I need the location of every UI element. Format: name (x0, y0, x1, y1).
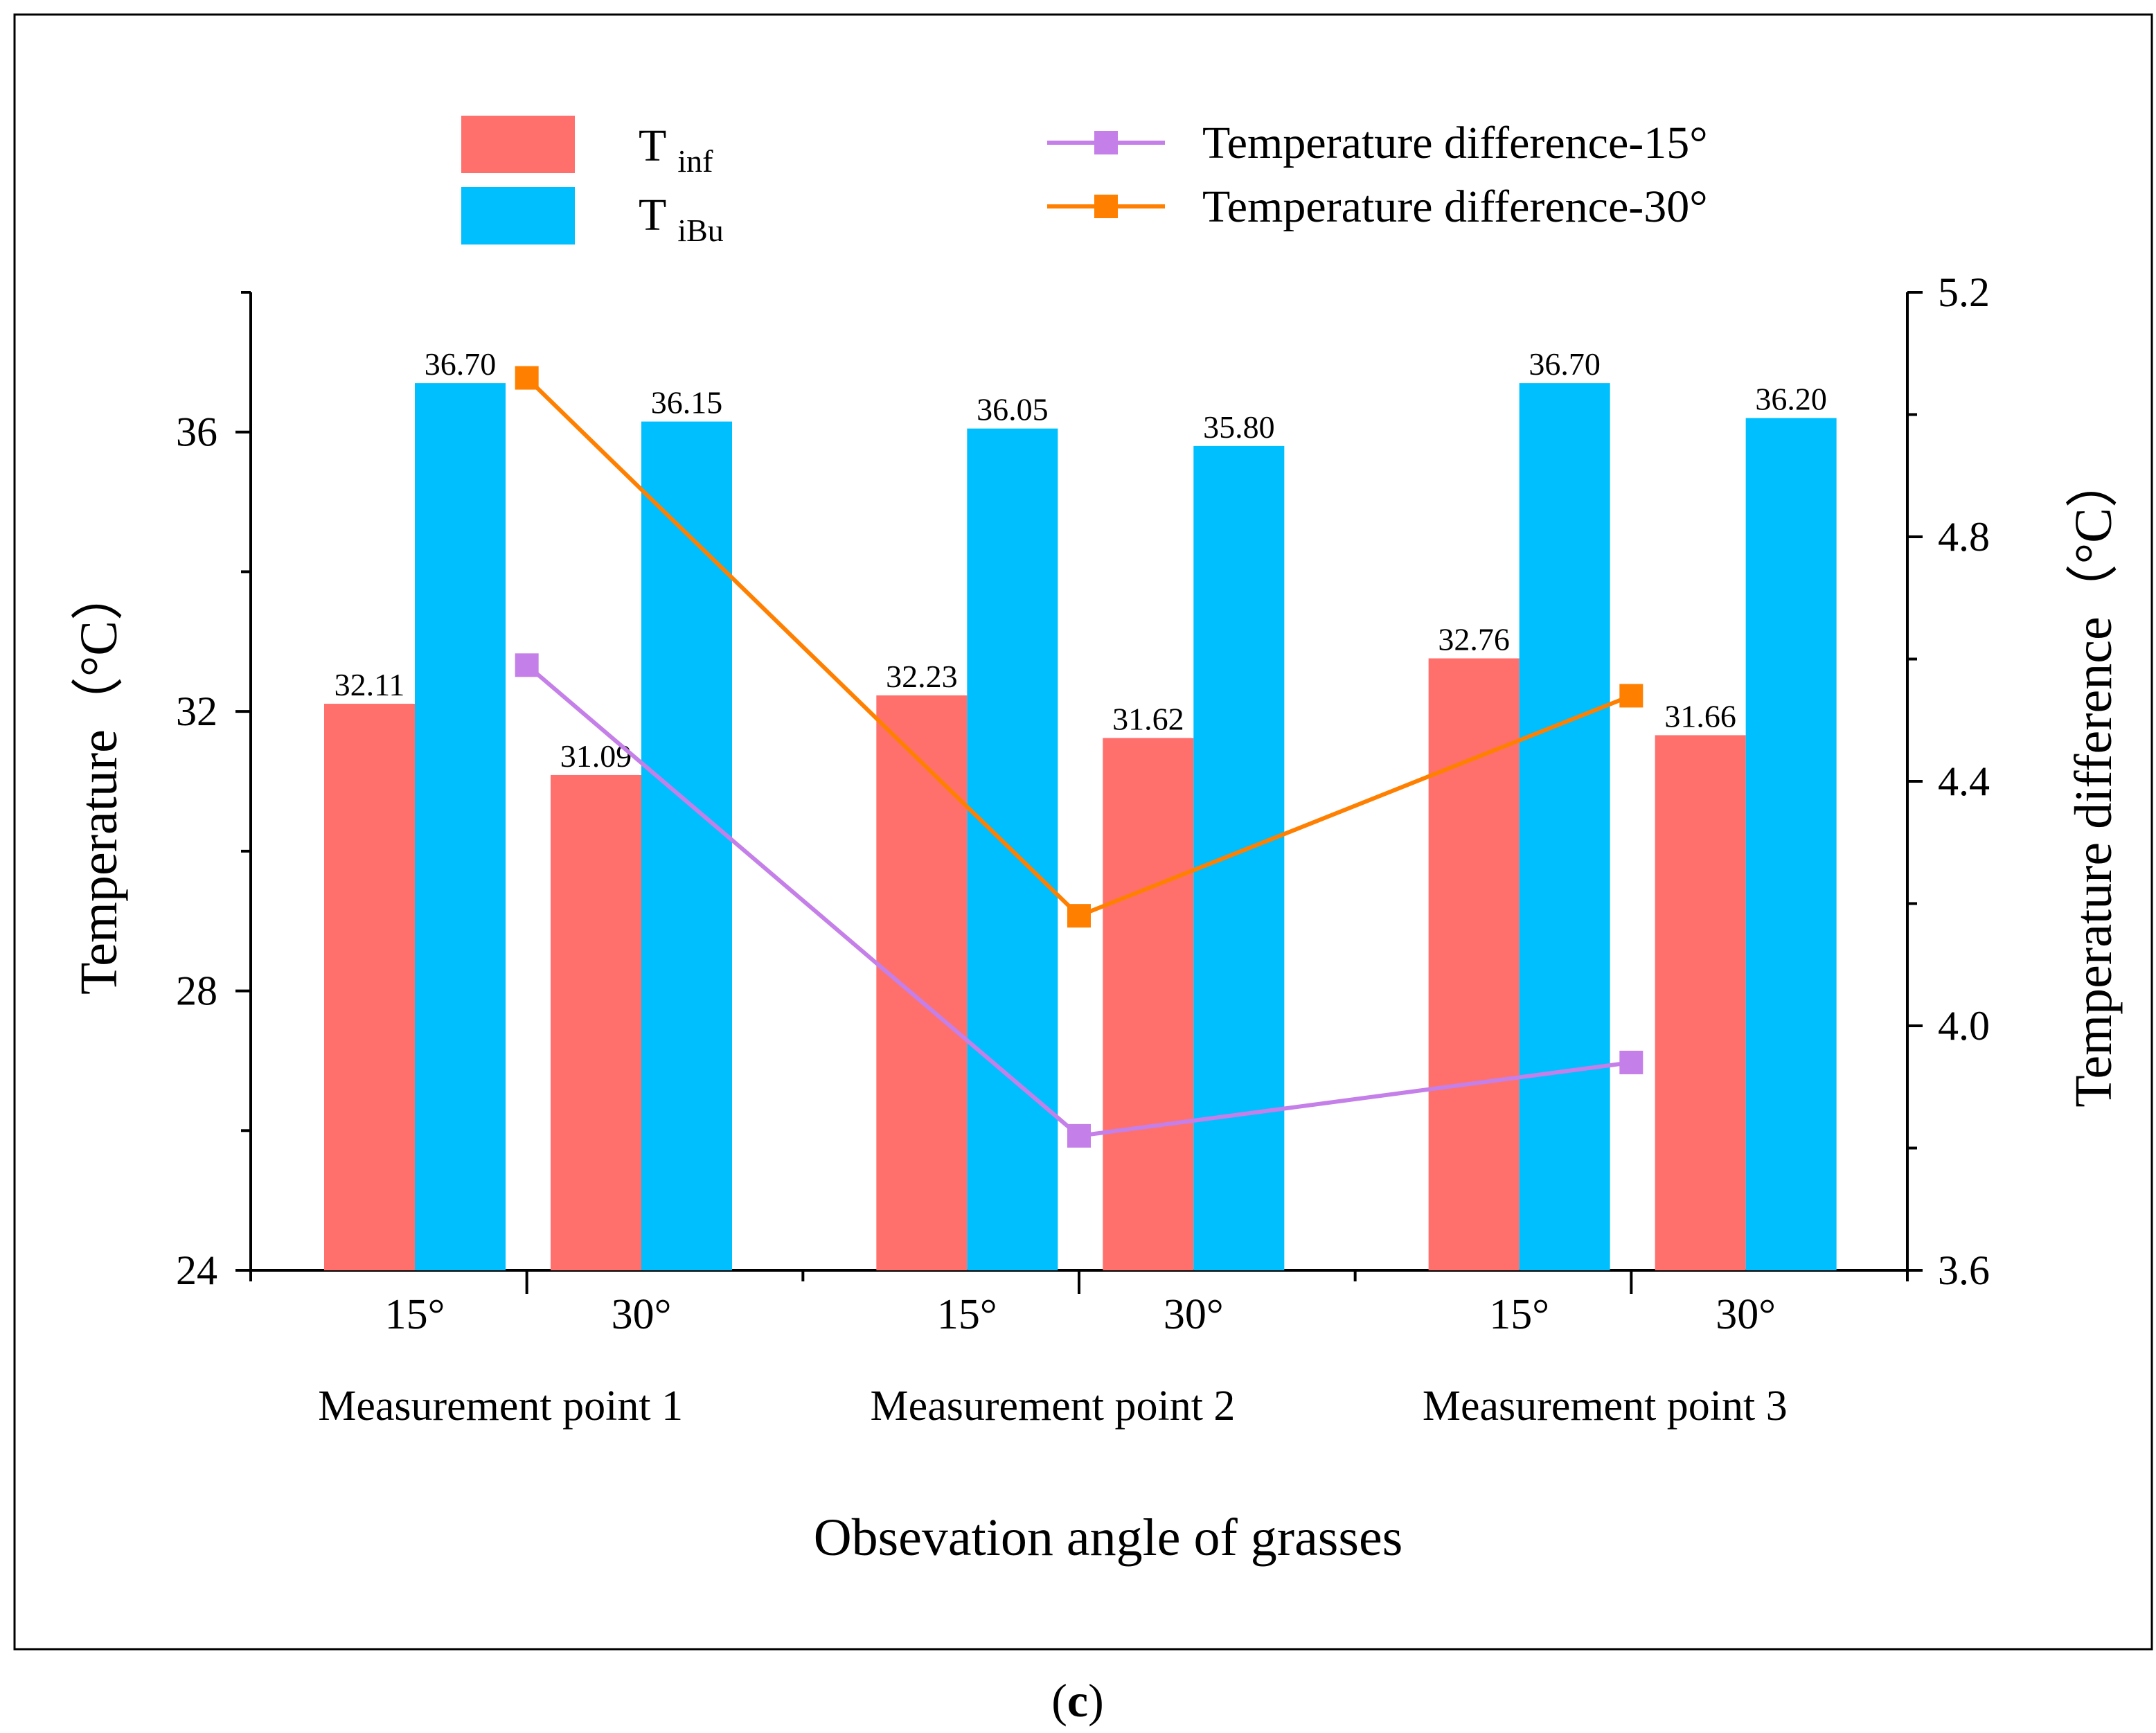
bar-value-label: 36.15 (651, 385, 723, 420)
legend-marker-diff-30 (1094, 195, 1118, 218)
bar-t-inf-point3-15 (1428, 658, 1520, 1270)
bar-t-ibu-point1-30 (641, 421, 732, 1270)
x-angle-label: 30° (1164, 1291, 1224, 1338)
bar-t-inf-point2-15 (876, 695, 968, 1270)
y2-tick-label: 3.6 (1938, 1247, 1990, 1293)
bar-value-label: 36.70 (425, 346, 497, 382)
bar-value-label: 35.80 (1203, 409, 1275, 445)
y2-tick-label: 4.4 (1938, 758, 1990, 804)
x-ticks: 15° 30° Measurement point 1 15° 30° Measureme… (249, 1270, 1909, 1430)
bar-value-label: 32.23 (886, 659, 958, 694)
x-angle-label: 30° (612, 1291, 672, 1338)
line-point-diff-15-point1 (515, 653, 539, 677)
bar-t-ibu-point2-30 (1193, 445, 1285, 1270)
y-tick-label: 24 (176, 1247, 217, 1293)
x-group-label: Measurement point 1 (318, 1383, 683, 1430)
x-axis-title: Obsevation angle of grasses (814, 1509, 1403, 1567)
y2-axis-title: Temperature difference（°C） (2065, 455, 2123, 1108)
y-tick-label: 28 (176, 968, 217, 1014)
x-group-label: Measurement point 2 (871, 1383, 1236, 1430)
x-angle-label: 15° (385, 1291, 445, 1338)
line-point-diff-15-point2 (1067, 1123, 1091, 1148)
line-point-diff-30-point3 (1619, 684, 1643, 708)
bar-t-ibu-point1-15 (415, 383, 506, 1270)
bar-t-inf-point1-15 (324, 704, 415, 1270)
bar-value-label: 36.05 (977, 392, 1049, 427)
bar-t-inf-point1-30 (551, 774, 641, 1270)
bar-t-ibu-point3-15 (1519, 383, 1610, 1270)
x-angle-label: 30° (1716, 1291, 1776, 1338)
bar-value-label: 31.62 (1112, 701, 1184, 736)
y2-tick-label: 4.0 (1938, 1003, 1990, 1049)
bar-value-label: 36.70 (1529, 346, 1601, 382)
bar-t-inf-point2-30 (1103, 738, 1194, 1270)
legend-marker-diff-15 (1094, 131, 1118, 154)
y-axis-title: Temperature（°C） (70, 568, 128, 995)
x-angle-label: 15° (1489, 1291, 1549, 1338)
legend-swatch-t-ibu (461, 187, 575, 245)
line-point-diff-15-point3 (1619, 1050, 1643, 1074)
bar-t-ibu-point3-30 (1745, 418, 1837, 1270)
bar-value-label: 32.76 (1438, 621, 1510, 657)
right-y-ticks: 3.6 4.0 4.4 4.8 5.2 (1907, 269, 1990, 1293)
left-y-ticks: 24 28 32 36 (176, 291, 251, 1293)
y-tick-label: 32 (176, 688, 217, 734)
legend-swatch-t-inf (461, 116, 575, 173)
legend-label-diff-30: Temperature difference-30° (1202, 181, 1708, 232)
bar-value-labels: 32.1136.7031.0936.1532.2336.0531.6235.80… (335, 346, 1827, 774)
y-tick-label: 36 (176, 409, 217, 455)
y2-tick-label: 4.8 (1938, 514, 1990, 560)
bar-value-label: 36.20 (1755, 382, 1827, 417)
bar-t-inf-point3-30 (1655, 735, 1746, 1270)
legend-label-diff-15: Temperature difference-15° (1202, 118, 1708, 168)
figure-caption: (c) (1051, 1674, 1104, 1727)
x-group-label: Measurement point 3 (1423, 1383, 1788, 1430)
bar-value-label: 31.66 (1664, 698, 1736, 734)
y2-tick-label: 5.2 (1938, 269, 1990, 315)
line-point-diff-30-point1 (515, 366, 539, 390)
chart-frame (13, 13, 2153, 1651)
bars (324, 383, 1837, 1271)
difference-lines (515, 366, 1643, 1148)
bar-value-label: 32.11 (335, 667, 405, 702)
x-angle-label: 15° (937, 1291, 997, 1338)
line-point-diff-30-point2 (1067, 904, 1091, 928)
